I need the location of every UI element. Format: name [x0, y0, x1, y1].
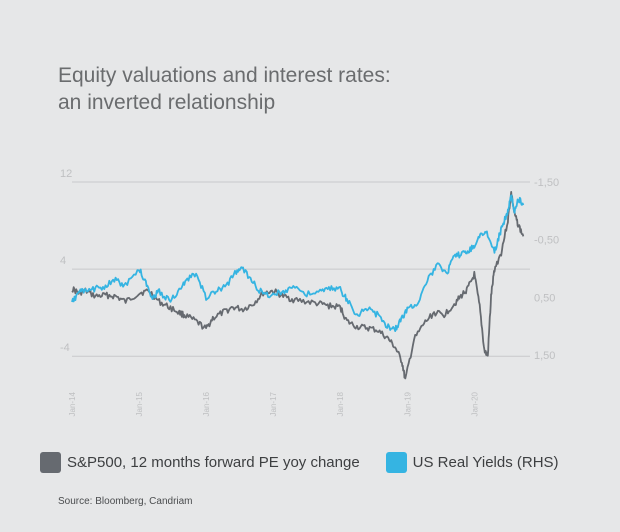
series-line-real-yields	[71, 194, 525, 333]
x-tick-label: Jan-17	[269, 391, 278, 416]
right-tick-label: 0,50	[534, 292, 555, 304]
x-tick-label: Jan-16	[202, 391, 211, 416]
legend-item-sp500[interactable]: S&P500, 12 months forward PE yoy change	[40, 451, 360, 473]
left-axis-ticks: 12 4 -4	[60, 168, 72, 354]
left-tick-label: 12	[60, 168, 72, 180]
right-tick-label: 1,50	[534, 350, 555, 362]
x-tick-label: Jan-15	[135, 391, 144, 416]
chart-title: Equity valuations and interest rates: an…	[58, 62, 578, 116]
chart-title-line2: an inverted relationship	[58, 91, 276, 114]
series-layer	[71, 190, 525, 380]
right-axis-ticks: -1,50 -0,50 0,50 1,50	[534, 177, 559, 362]
legend: S&P500, 12 months forward PE yoy change …	[40, 448, 559, 476]
legend-label-sp500: S&P500, 12 months forward PE yoy change	[67, 453, 360, 471]
right-tick-label: -0,50	[534, 235, 559, 247]
left-tick-label: 4	[60, 255, 66, 267]
x-tick-label: Jan-14	[68, 391, 77, 416]
x-axis-ticks: Jan-14 Jan-15 Jan-16 Jan-17 Jan-18 Jan-19 Jan-…	[68, 391, 479, 416]
x-tick-label: Jan-19	[403, 391, 412, 416]
legend-swatch-sp500	[40, 451, 61, 473]
right-tick-label: -1,50	[534, 177, 559, 189]
left-tick-label: -4	[60, 342, 70, 354]
x-tick-label: Jan-18	[336, 391, 345, 416]
chart-canvas: 124-4 -1,50-0,500,501,50 Jan-14 Jan-15 Jan…	[60, 168, 559, 416]
series-line-sp500	[71, 190, 525, 380]
source-note: Source: Bloomberg, Candriam	[58, 496, 193, 507]
x-tick-label: Jan-20	[470, 391, 479, 416]
chart-title-line1: Equity valuations and interest rates:	[58, 64, 391, 87]
grid-layer	[72, 181, 530, 357]
legend-item-real-yields[interactable]: US Real Yields (RHS)	[385, 451, 559, 473]
legend-swatch-real-yields	[385, 451, 407, 473]
legend-label-real-yields: US Real Yields (RHS)	[412, 453, 559, 471]
